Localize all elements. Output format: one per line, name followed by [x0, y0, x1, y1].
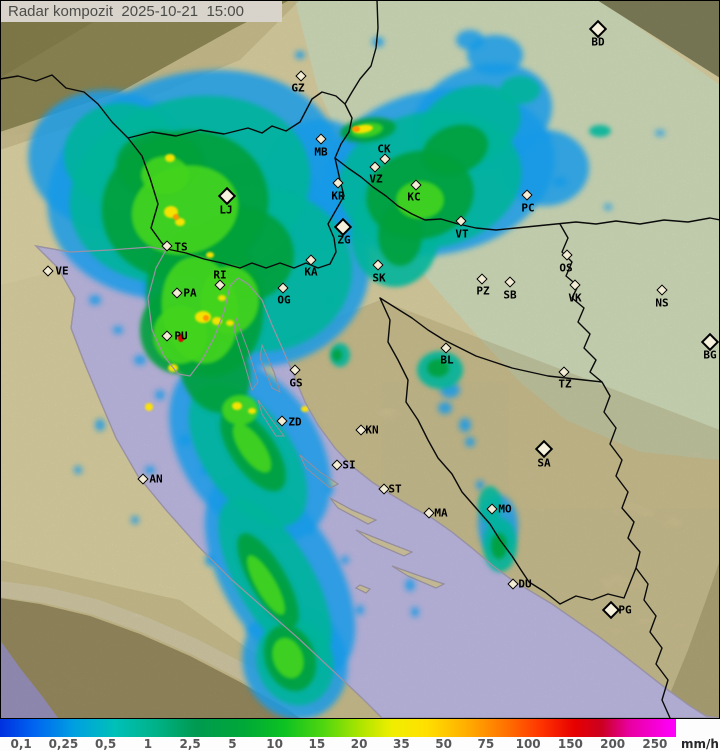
precip-cell: [226, 320, 234, 326]
legend-tick-label: 50: [435, 737, 452, 751]
precip-cell: [553, 177, 567, 187]
legend-tick-label: 1: [143, 737, 153, 751]
radar-map: GZ BD MB CK VZ KR KC LJ PC VT TS ZG VE RI KA OG SK OS PZ SB…: [0, 0, 720, 719]
precip-cell: [246, 555, 286, 615]
legend-colorbar: [0, 719, 676, 737]
legend-tick-label: 0,5: [94, 737, 117, 751]
precip-cell: [141, 156, 189, 194]
precip-cell: [589, 125, 611, 137]
precip-cell: [539, 130, 551, 140]
legend-tick-label: 20: [350, 737, 368, 751]
precip-cell: [205, 554, 215, 566]
precip-cell: [405, 579, 415, 591]
legend-tick-label: 0,1: [10, 737, 32, 751]
precip-cell: [222, 395, 258, 425]
precip-cell: [95, 419, 105, 431]
precip-cell: [89, 295, 101, 305]
precip-cell: [178, 334, 184, 342]
precip-layer-intense: [145, 124, 373, 414]
precip-cell: [272, 637, 304, 679]
legend-tick-label: 35: [393, 737, 410, 751]
precip-cell: [145, 403, 153, 411]
precip-cell: [232, 423, 272, 473]
legend-unit: mm/h: [681, 737, 719, 751]
precip-cell: [305, 525, 315, 535]
precip-layer-severe: [173, 126, 360, 321]
precip-cell: [232, 402, 242, 410]
precip-cell: [352, 126, 360, 132]
precip-cell: [341, 556, 349, 564]
precip-layer-extreme: [178, 334, 184, 342]
legend-tick-label: 100: [515, 737, 541, 751]
precip-cell: [378, 204, 422, 266]
precip-cell: [173, 214, 179, 220]
legend-tick-label: 200: [600, 737, 626, 751]
precip-cell: [500, 76, 540, 104]
precip-cell: [206, 252, 214, 258]
precip-cell: [427, 359, 449, 377]
precip-cell: [134, 355, 146, 365]
precip-cell: [478, 486, 502, 524]
precip-cell: [175, 218, 185, 226]
legend-tick-label: 0,25: [48, 737, 79, 751]
map-title: Radar kompozit 2025-10-21 15:00: [8, 3, 244, 20]
titlebar: Radar kompozit 2025-10-21 15:00: [1, 1, 282, 22]
precip-cell: [476, 480, 484, 490]
legend: mm/h 0,1 0,25 0,5 1 2,5 5 10 15 20 35 50 75 100 150 20…: [0, 719, 720, 751]
legend-tick-label: 250: [642, 737, 668, 751]
precip-cell: [501, 130, 589, 206]
legend-tick-label: 5: [228, 737, 237, 751]
precip-cell: [491, 533, 507, 559]
precip-cell: [332, 349, 342, 361]
precip-cell: [411, 607, 419, 617]
precip-cell: [396, 181, 444, 219]
precip-cell: [131, 516, 139, 524]
precip-cell: [438, 402, 452, 414]
precip-cell: [203, 315, 209, 321]
precip-cell: [459, 418, 471, 432]
precip-cell: [465, 437, 475, 447]
precip-cell: [301, 406, 309, 412]
precip-cell: [165, 154, 175, 162]
precip-cell: [218, 295, 226, 301]
precip-cell: [155, 390, 165, 400]
precip-cell: [372, 37, 384, 47]
precip-cell: [655, 130, 665, 136]
precip-cell: [74, 466, 82, 474]
precip-cell: [604, 204, 612, 210]
precip-cell: [295, 51, 305, 59]
precip-cell: [422, 124, 488, 176]
precip-cell: [245, 625, 255, 635]
legend-tick-label: 150: [557, 737, 583, 751]
precip-cell: [145, 466, 155, 474]
precip-cell: [456, 30, 484, 50]
precip-cell: [179, 434, 191, 446]
legend-tick-label: 15: [308, 737, 326, 751]
precip-cell: [248, 408, 256, 414]
legend-labels: mm/h 0,1 0,25 0,5 1 2,5 5 10 15 20 35 50 75 100 150 20…: [0, 737, 720, 751]
legend-tick-label: 2,5: [179, 737, 201, 751]
precip-cell: [356, 605, 364, 615]
legend-tick-label: 10: [266, 737, 283, 751]
precip-cell: [113, 326, 123, 334]
precip-cell: [326, 486, 334, 494]
map-graphic: [0, 0, 720, 719]
legend-tick-label: 75: [477, 737, 495, 751]
